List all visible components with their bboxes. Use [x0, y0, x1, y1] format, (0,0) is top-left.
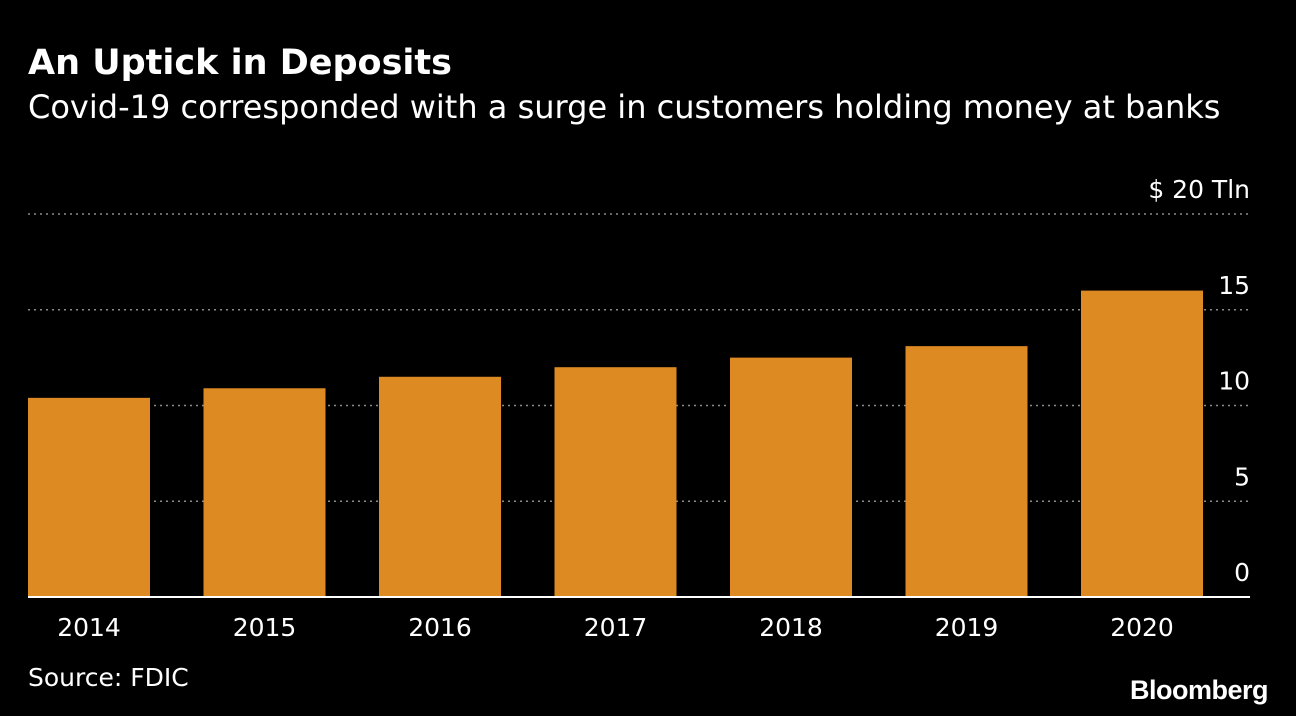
bar-2020 — [1081, 290, 1203, 597]
bar-2015 — [203, 388, 326, 597]
x-tick-label: 2014 — [57, 613, 121, 642]
chart-subtitle: Covid-19 corresponded with a surge in cu… — [28, 88, 1221, 126]
bar-2016 — [379, 376, 501, 597]
source-note: Source: FDIC — [28, 663, 189, 692]
x-tick-label: 2017 — [584, 613, 648, 642]
y-tick-label: 5 — [1234, 462, 1250, 491]
x-tick-label: 2019 — [935, 613, 999, 642]
x-tick-label: 2020 — [1110, 613, 1174, 642]
y-tick-label: 0 — [1234, 558, 1250, 587]
bar-2017 — [554, 367, 677, 597]
chart-title: An Uptick in Deposits — [28, 43, 452, 83]
y-tick-label: $ 20 Tln — [1148, 175, 1250, 204]
bar-2014 — [28, 397, 150, 597]
y-tick-label: 15 — [1218, 271, 1250, 300]
x-tick-label: 2018 — [759, 613, 823, 642]
bar-2019 — [905, 346, 1028, 597]
y-tick-label: 10 — [1218, 367, 1250, 396]
bloomberg-logo: Bloomberg — [1129, 675, 1269, 705]
x-tick-label: 2016 — [408, 613, 472, 642]
bar-2018 — [730, 357, 852, 597]
x-tick-label: 2015 — [233, 613, 297, 642]
